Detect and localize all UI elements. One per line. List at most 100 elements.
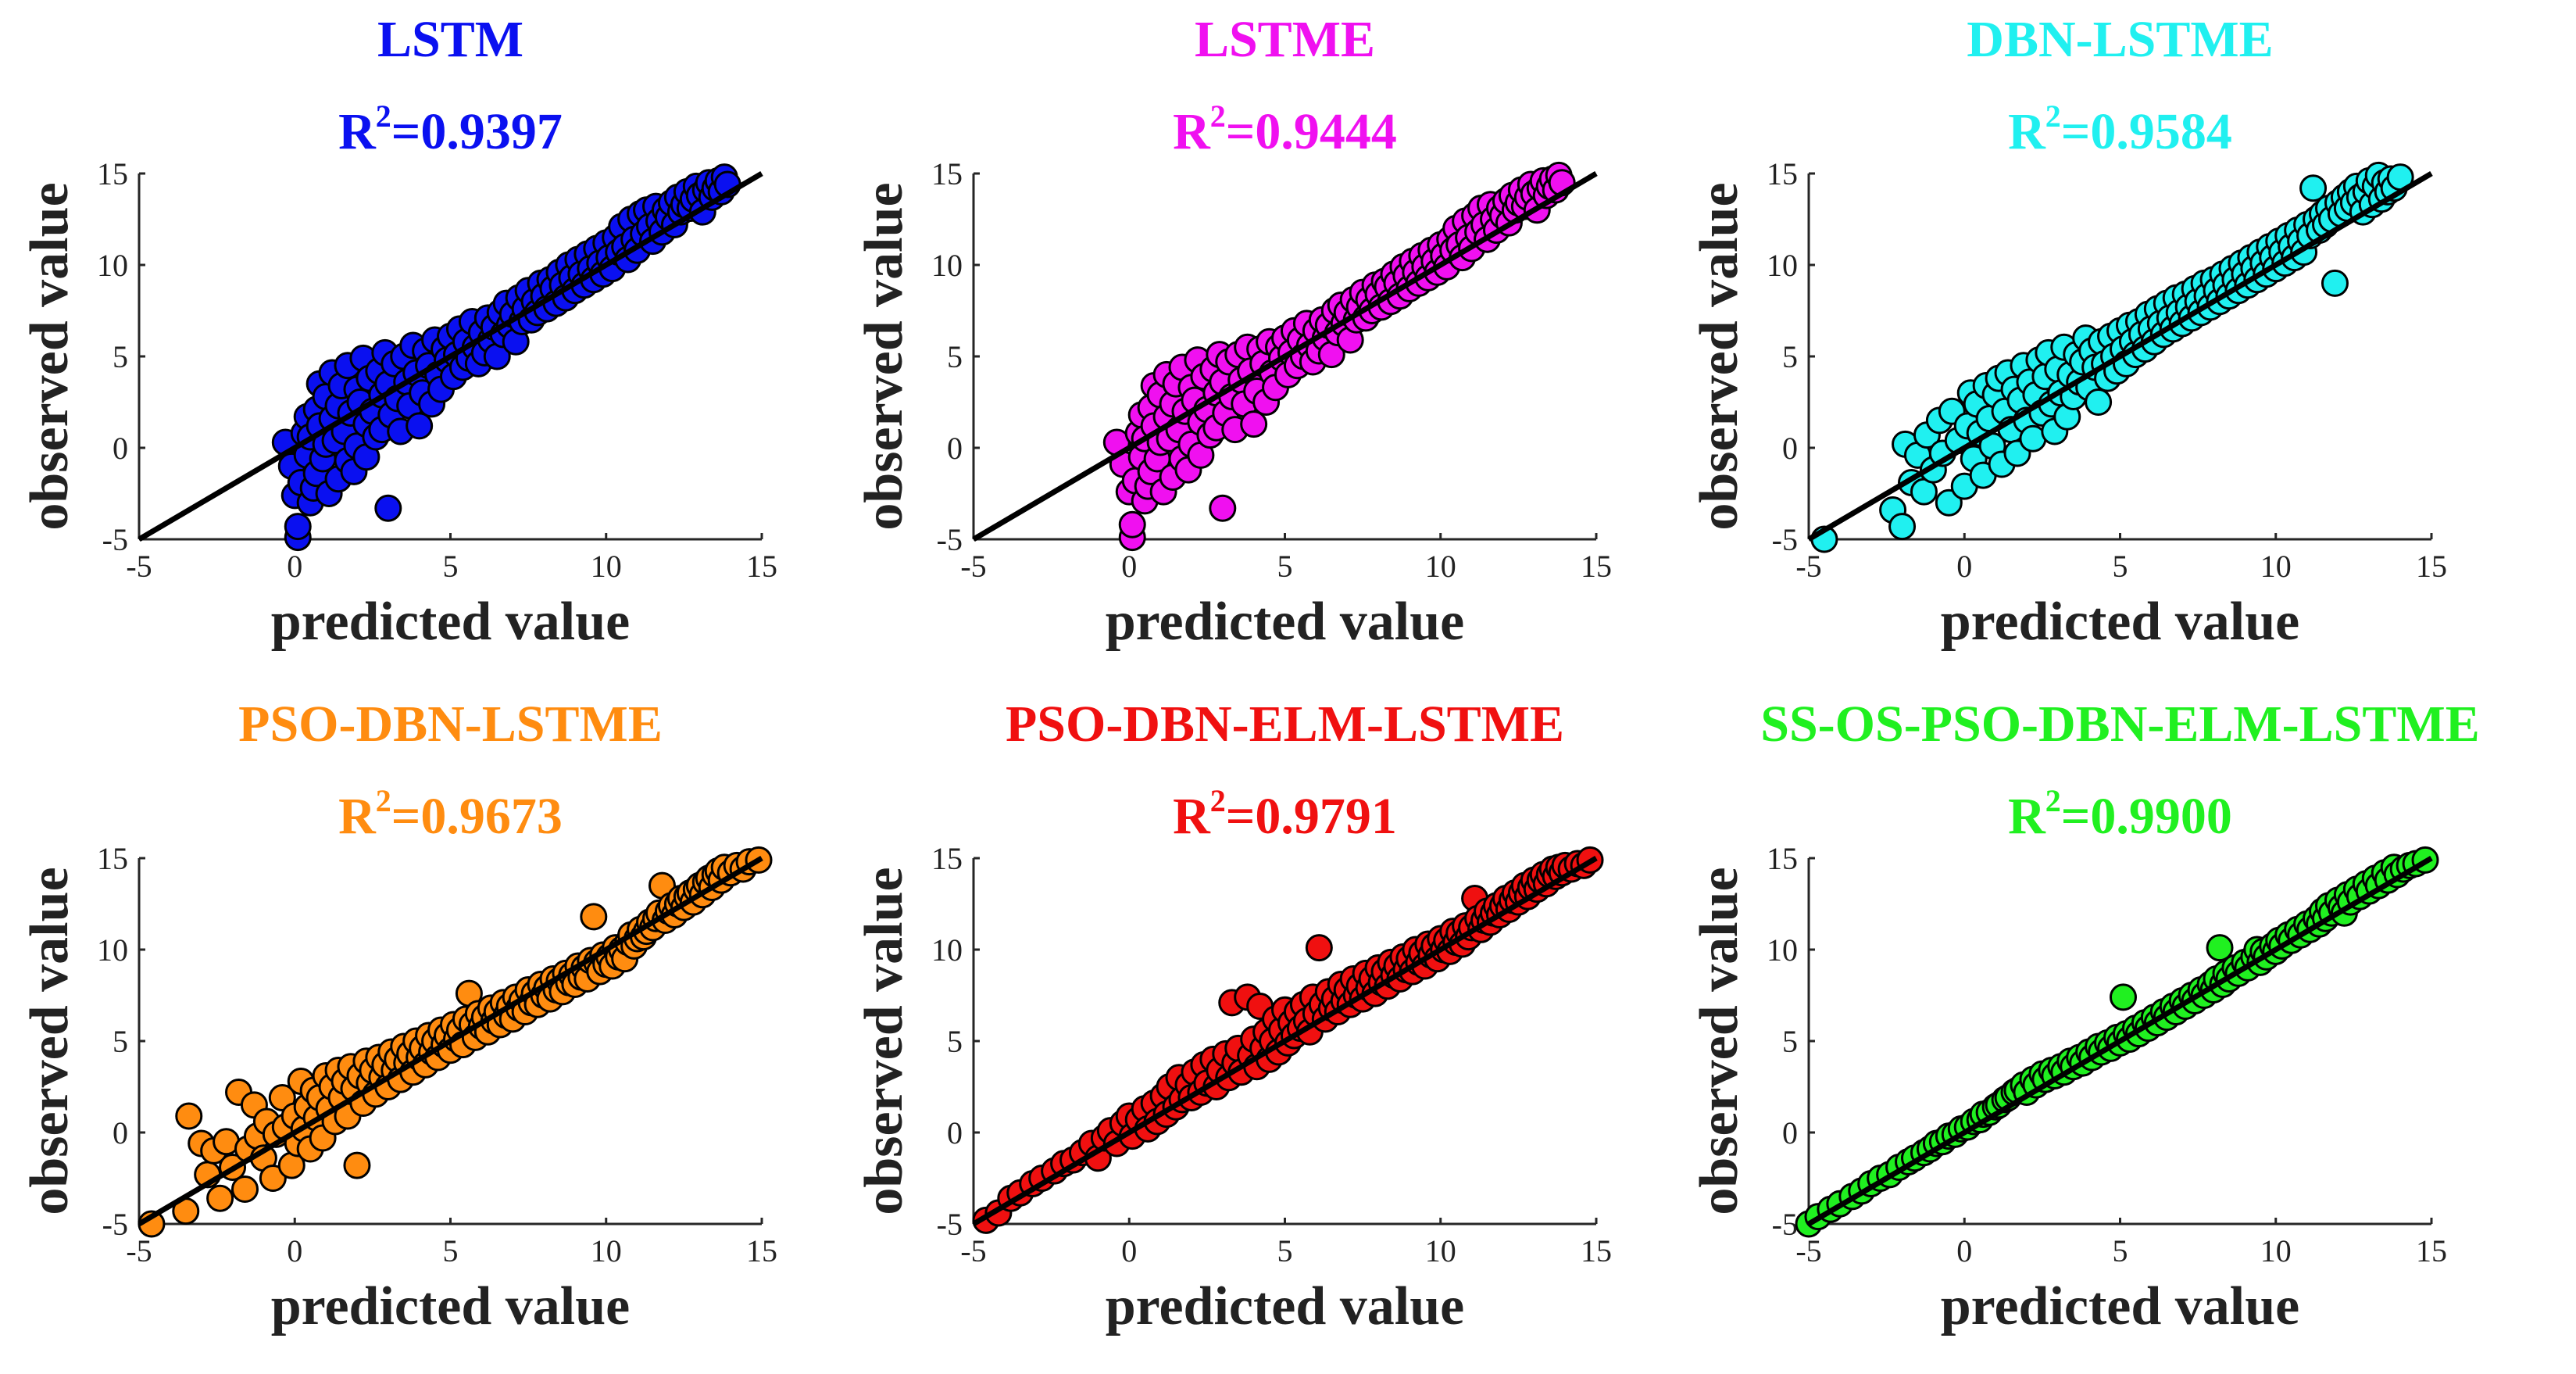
y-tick-label: 0 (113, 431, 128, 466)
y-tick-label: 10 (97, 248, 128, 283)
data-points (1102, 161, 1576, 552)
y-tick-label: -5 (1772, 522, 1798, 557)
y-tick-label: -5 (102, 1207, 128, 1242)
r2-annotation: R2=0.9397 (338, 98, 563, 160)
data-point (1305, 934, 1333, 962)
x-tick-label: 10 (2260, 549, 2292, 584)
x-axis-label: predicted value (271, 592, 631, 652)
x-axis-label: predicted value (1941, 592, 2300, 652)
y-tick-label: -5 (937, 522, 963, 557)
data-point (1209, 494, 1237, 522)
data-points (972, 846, 1604, 1234)
r2-prefix: R (2008, 788, 2046, 845)
y-tick-label: 15 (1767, 841, 1798, 876)
r2-value: =0.9584 (2061, 103, 2232, 160)
data-point (1118, 510, 1146, 539)
r2-exponent: 2 (376, 783, 391, 818)
y-tick-label: 10 (931, 932, 963, 968)
x-tick-label: 0 (1956, 1233, 1972, 1268)
x-tick-label: 0 (1121, 1233, 1137, 1268)
x-tick-label: -5 (960, 549, 986, 584)
x-tick-label: -5 (1795, 1233, 1821, 1268)
x-tick-label: -5 (1795, 549, 1821, 584)
x-tick-label: 15 (2416, 549, 2447, 584)
x-axis-label: predicted value (1106, 592, 1465, 652)
fit-line (1807, 170, 2433, 542)
r2-annotation: R2=0.9900 (2008, 783, 2232, 845)
x-tick-label: 10 (591, 1233, 622, 1268)
y-tick-label: 0 (113, 1115, 128, 1150)
y-axis-label: observed value (20, 867, 80, 1215)
data-points (271, 163, 741, 552)
x-tick-label: 5 (1277, 549, 1293, 584)
x-tick-label: 15 (1581, 1233, 1612, 1268)
r2-exponent: 2 (1210, 98, 1226, 134)
y-tick-label: 5 (1782, 1024, 1798, 1059)
r2-value: =0.9791 (1226, 788, 1397, 845)
data-point (1935, 488, 1963, 517)
y-axis-label: observed value (1689, 867, 1749, 1215)
x-tick-label: 0 (287, 549, 302, 584)
panel-title: DBN-LSTME (1967, 11, 2273, 68)
r2-prefix: R (338, 788, 377, 845)
x-tick-label: 15 (746, 1233, 777, 1268)
y-tick-label: 0 (947, 1115, 963, 1150)
data-point (2109, 983, 2137, 1011)
data-point (1888, 513, 1917, 541)
r2-annotation: R2=0.9584 (2008, 98, 2232, 160)
r2-exponent: 2 (1210, 783, 1226, 818)
r2-exponent: 2 (2045, 98, 2061, 134)
y-tick-label: 10 (1767, 932, 1798, 968)
y-axis-label: observed value (20, 182, 80, 530)
r2-exponent: 2 (376, 98, 391, 134)
x-tick-label: 15 (1581, 549, 1612, 584)
x-tick-label: 10 (591, 549, 622, 584)
scatter-panel: LSTME R2=0.9444 -5 0 5 10 15 -5 0 5 10 15 predicted … (854, 11, 1612, 652)
data-point (1240, 410, 1268, 438)
y-tick-label: 5 (947, 339, 963, 374)
y-tick-label: 15 (97, 841, 128, 876)
fit-line (972, 855, 1598, 1227)
data-point (406, 412, 434, 440)
x-tick-label: 5 (2113, 1233, 2128, 1268)
y-tick-label: 5 (113, 1024, 128, 1059)
x-tick-label: 10 (2260, 1233, 2292, 1268)
x-tick-label: 0 (287, 1233, 302, 1268)
x-tick-label: 5 (443, 1233, 459, 1268)
data-point (259, 1165, 287, 1192)
y-tick-label: 15 (97, 156, 128, 191)
x-tick-label: -5 (126, 549, 152, 584)
data-point (374, 494, 402, 522)
r2-annotation: R2=0.9673 (338, 783, 563, 845)
y-tick-label: 0 (1782, 1115, 1798, 1150)
y-tick-label: 15 (1767, 156, 1798, 191)
y-tick-label: 10 (97, 932, 128, 968)
y-axis-label: observed value (854, 182, 914, 530)
y-tick-label: 0 (947, 431, 963, 466)
r2-annotation: R2=0.9444 (1173, 98, 1397, 160)
data-point (343, 1151, 371, 1179)
y-tick-label: 5 (113, 339, 128, 374)
panel-title: LSTME (1195, 11, 1375, 68)
fit-line (138, 855, 763, 1227)
scatter-panel: SS-OS-PSO-DBN-ELM-LSTME R2=0.9900 -5 0 5 10 15… (1689, 696, 2480, 1336)
fit-line (972, 170, 1598, 542)
x-tick-label: -5 (960, 1233, 986, 1268)
r2-prefix: R (1173, 788, 1211, 845)
panel-title: LSTM (377, 11, 523, 68)
data-point (2085, 388, 2113, 416)
fit-line (138, 170, 763, 542)
y-tick-label: 15 (931, 156, 963, 191)
data-point (206, 1184, 234, 1212)
panels: LSTM R2=0.9397 -5 0 5 10 15 -5 0 5 10 15 predicted v… (20, 11, 2480, 1336)
x-tick-label: 15 (746, 549, 777, 584)
r2-annotation: R2=0.9791 (1173, 783, 1397, 845)
x-axis-label: predicted value (1941, 1276, 2300, 1336)
r2-prefix: R (1173, 103, 1211, 160)
x-axis-label: predicted value (1106, 1276, 1465, 1336)
r2-exponent: 2 (2045, 783, 2061, 818)
y-tick-label: 0 (1782, 431, 1798, 466)
data-point (2321, 269, 2349, 297)
data-point (230, 1175, 259, 1204)
